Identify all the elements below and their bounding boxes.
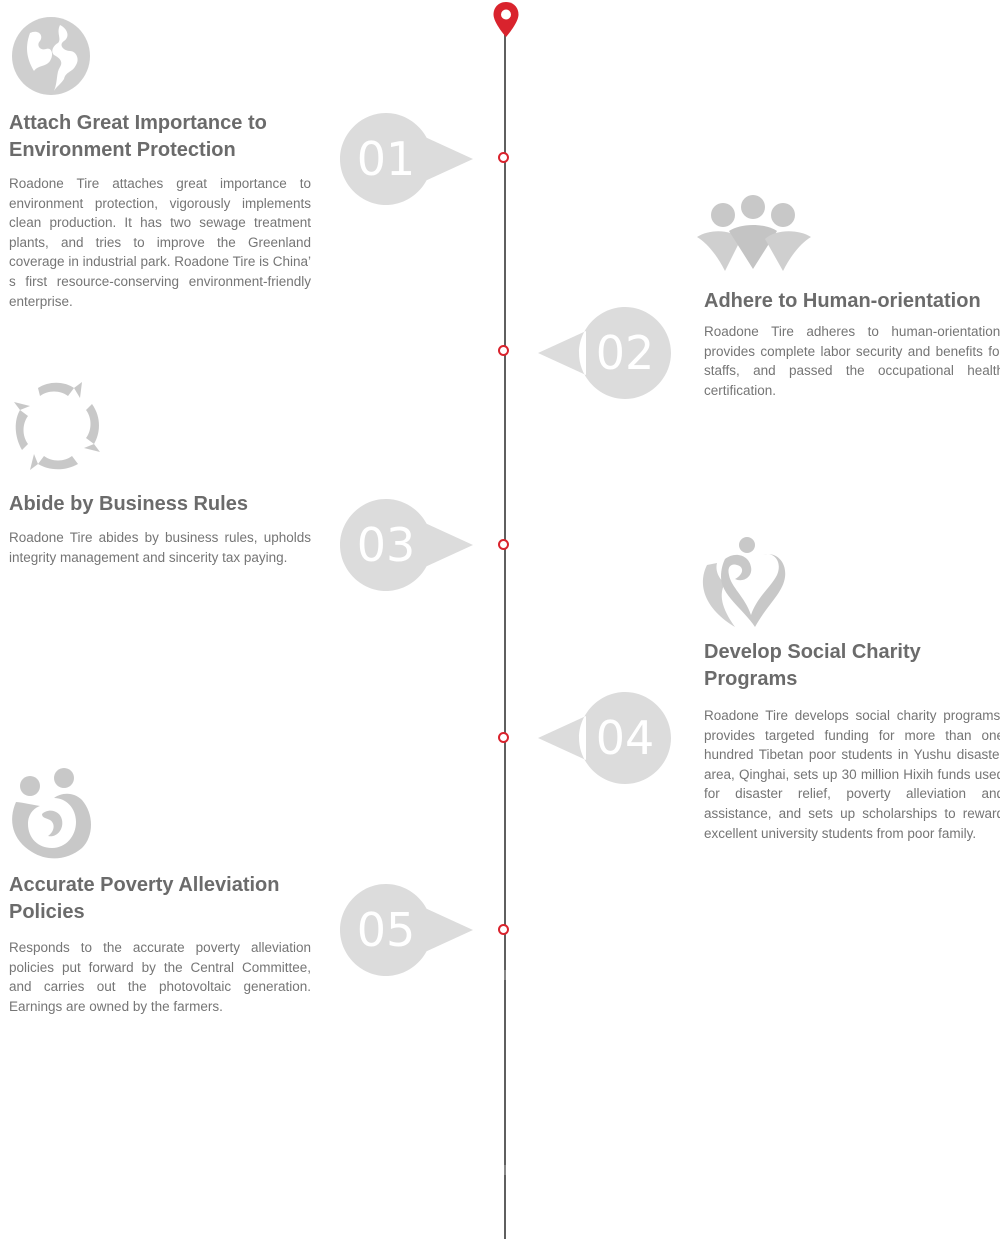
number-badge-02: 02 — [536, 307, 671, 399]
globe-icon — [12, 17, 90, 95]
number-badge-04: 04 — [536, 692, 671, 784]
number-badge-01: 01 — [340, 113, 475, 205]
badge-number: 02 — [595, 326, 655, 380]
item-description: Roadone Tire abides by business rules, u… — [9, 530, 311, 565]
charity-heart-icon — [702, 537, 786, 627]
timeline-dot-04[interactable] — [498, 732, 509, 743]
item-description: Responds to the accurate poverty allevia… — [9, 940, 311, 1014]
timeline-dot-01[interactable] — [498, 152, 509, 163]
timeline-dot-03[interactable] — [498, 539, 509, 550]
item-description: Roadone Tire adheres to human-orientatio… — [704, 324, 1000, 398]
item-title: Develop Social Charity Programs — [704, 639, 1000, 693]
timeline-tick — [504, 1165, 506, 1175]
item-title-line: Adhere to Human-orientation — [704, 290, 981, 312]
badge-number: 04 — [595, 711, 655, 765]
item-description: Roadone Tire attaches great importance t… — [9, 176, 311, 309]
people-icon — [697, 195, 811, 271]
map-pin-icon — [493, 2, 519, 37]
timeline-line — [504, 28, 506, 1239]
item-title: Accurate Poverty Alleviation Policies — [9, 872, 311, 926]
item-title-line: Accurate Poverty Alleviation — [9, 874, 280, 896]
badge-number: 05 — [356, 903, 416, 957]
arrows-circle-icon — [14, 382, 100, 470]
badge-number: 03 — [356, 518, 416, 572]
item-title-line: Programs — [704, 668, 798, 690]
badge-number: 01 — [356, 132, 416, 186]
item-title-line: Attach Great Importance to — [9, 112, 267, 134]
number-badge-05: 05 — [340, 884, 475, 976]
timeline-tick — [504, 970, 506, 980]
item-title-line: Abide by Business Rules — [9, 493, 248, 515]
timeline-dot-02[interactable] — [498, 345, 509, 356]
timeline-dot-05[interactable] — [498, 924, 509, 935]
item-title-line: Policies — [9, 901, 85, 923]
number-badge-03: 03 — [340, 499, 475, 591]
item-title: Attach Great Importance to Environment P… — [9, 110, 311, 164]
item-title: Adhere to Human-orientation — [704, 288, 1000, 315]
item-title-line: Environment Protection — [9, 139, 236, 161]
item-description: Roadone Tire develops social charity pro… — [704, 708, 1000, 841]
item-title: Abide by Business Rules — [9, 491, 311, 518]
item-title-line: Develop Social Charity — [704, 641, 921, 663]
family-care-icon — [12, 768, 92, 859]
